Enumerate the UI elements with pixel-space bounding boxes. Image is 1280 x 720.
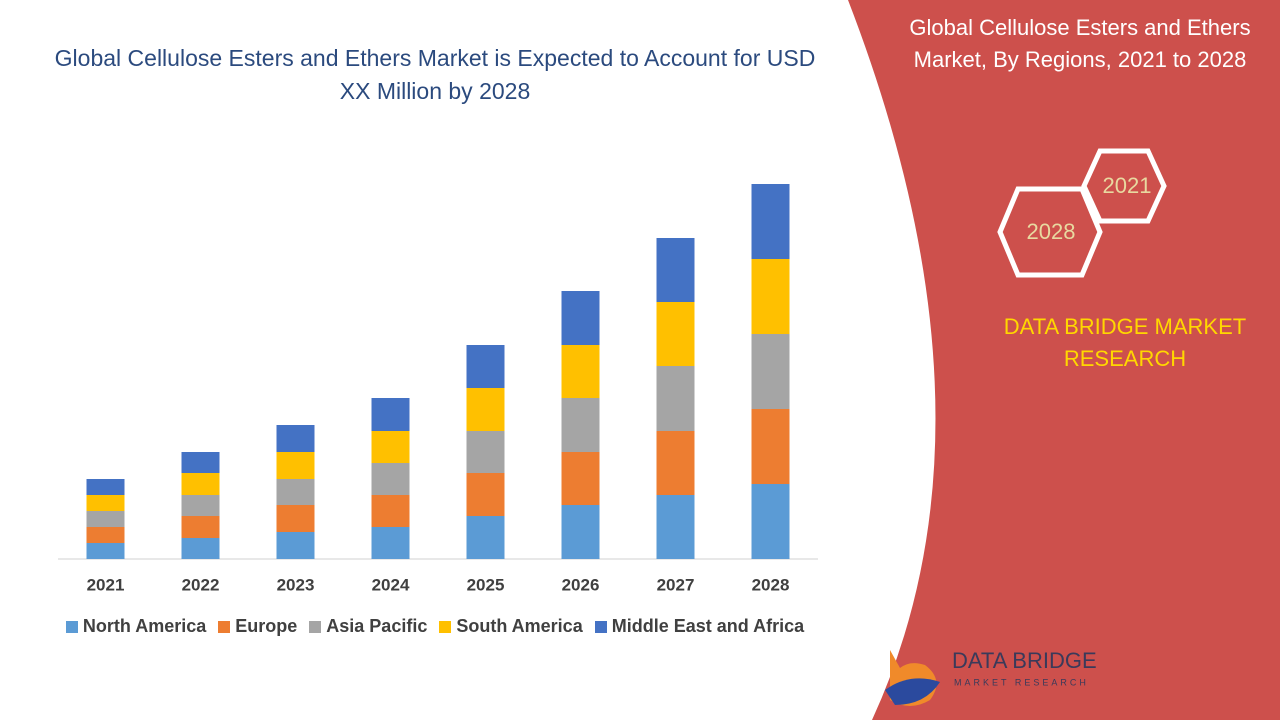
bar-segment (466, 431, 505, 473)
x-tick-label: 2024 (372, 575, 410, 594)
legend-item: Asia Pacific (309, 616, 427, 637)
legend-label: Europe (235, 616, 298, 636)
bar-segment (561, 345, 600, 398)
bar-segment (561, 398, 600, 452)
legend-label: Middle East and Africa (611, 616, 805, 636)
x-tick-label: 2021 (87, 575, 125, 594)
bar-segment (656, 238, 695, 302)
bar-segment (371, 463, 410, 495)
bar-segment (466, 345, 505, 388)
legend-item: Europe (218, 616, 297, 637)
logo-icon (885, 678, 940, 705)
bar-segment (751, 484, 790, 559)
legend-swatch (65, 620, 78, 633)
bar-segment (751, 259, 790, 334)
x-tick-label: 2028 (752, 575, 790, 594)
bar-segment (86, 479, 125, 495)
x-tick-label: 2022 (182, 575, 220, 594)
hex-label: 2021 (1103, 173, 1152, 198)
bar-segment (561, 452, 600, 505)
bar-segment (181, 495, 220, 516)
bar-segment (751, 409, 790, 484)
hex-label: 2028 (1027, 219, 1076, 244)
logo-tagline: MARKET RESEARCH (954, 677, 1089, 687)
bar-segment (371, 431, 410, 463)
bar-segment (86, 543, 125, 559)
legend-label: Asia Pacific (326, 616, 428, 636)
bar-segment (276, 505, 315, 532)
legend-item: North America (65, 616, 207, 637)
hexagon (997, 186, 1103, 278)
legend-swatch (594, 620, 607, 633)
brand: DATA BRIDGE MARKET RESEARCH (1003, 314, 1247, 371)
bar-segment (656, 302, 695, 366)
bar-segment (181, 452, 220, 473)
bar-segment (751, 334, 790, 409)
bar-segment (561, 291, 600, 345)
bar-segment (561, 505, 600, 559)
x-tick-label: 2025 (467, 575, 505, 594)
bar-segment (276, 425, 315, 452)
bar-segment (371, 495, 410, 527)
bar-segment (371, 398, 410, 431)
x-tick-label: 2026 (562, 575, 600, 594)
bar-segment (276, 532, 315, 559)
x-tick-label: 2027 (657, 575, 695, 594)
bar-segment (371, 527, 410, 559)
legend-label: South America (456, 616, 583, 636)
bar-segment (656, 366, 695, 431)
legend-label: North America (82, 616, 207, 636)
legend: North America Europe Asia Pacific South Ame… (40, 616, 830, 637)
hexagon (1081, 148, 1167, 224)
bar-segment (751, 184, 790, 259)
bar-segment (656, 431, 695, 495)
bar-segment (656, 495, 695, 559)
bar-segment (86, 511, 125, 527)
chart-title: Global Cellulose Esters and Ethers Marke… (54, 45, 816, 104)
side-panel (848, 0, 1280, 720)
bar-segment (181, 538, 220, 559)
logo-name: DATA BRIDGE (952, 648, 1097, 673)
bar-segment (276, 452, 315, 479)
legend-item: South America (439, 616, 583, 637)
bar-segment (276, 479, 315, 505)
bar-segment (86, 527, 125, 543)
x-tick-label: 2023 (277, 575, 315, 594)
bar-segment (466, 388, 505, 431)
bar-segment (181, 516, 220, 538)
panel-title: Global Cellulose Esters and Ethers Marke… (909, 15, 1251, 72)
bar-segment (181, 473, 220, 495)
legend-swatch (309, 620, 322, 633)
legend-swatch (439, 620, 452, 633)
legend-swatch (218, 620, 231, 633)
bar-segment (466, 516, 505, 559)
bar-segment (86, 495, 125, 511)
bar-segment (466, 473, 505, 516)
legend-item: Middle East and Africa (594, 616, 805, 637)
